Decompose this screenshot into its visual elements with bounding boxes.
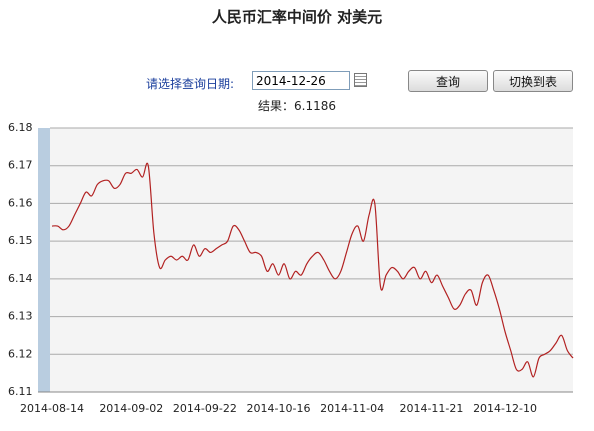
x-tick-label: 2014-12-10 xyxy=(473,402,537,415)
calendar-icon[interactable] xyxy=(354,73,367,87)
result-label: 结果： xyxy=(258,99,295,113)
x-tick-label: 2014-11-04 xyxy=(320,402,384,415)
date-label: 请选择查询日期: xyxy=(146,77,235,91)
axis-band xyxy=(38,128,50,392)
y-tick-label: 6.18 xyxy=(8,121,33,134)
y-tick-label: 6.14 xyxy=(8,272,33,285)
y-tick-label: 6.12 xyxy=(8,347,33,360)
query-button[interactable]: 查询 xyxy=(408,70,488,92)
y-tick-label: 6.11 xyxy=(8,385,33,398)
y-tick-label: 6.13 xyxy=(8,310,33,323)
plot-area xyxy=(50,128,573,392)
x-tick-label: 2014-09-22 xyxy=(173,402,237,415)
x-tick-label: 2014-10-16 xyxy=(247,402,311,415)
page-title: 人民币汇率中间价 对美元 xyxy=(211,8,383,26)
date-input[interactable]: 2014-12-26 xyxy=(252,71,350,90)
result: 结果：6.1186 xyxy=(258,97,336,114)
x-tick-label: 2014-09-02 xyxy=(99,402,163,415)
y-tick-label: 6.17 xyxy=(8,159,33,172)
x-tick-label: 2014-08-14 xyxy=(20,402,84,415)
x-tick-label: 2014-11-21 xyxy=(399,402,463,415)
line xyxy=(51,162,574,378)
y-tick-label: 6.15 xyxy=(8,234,33,247)
result-value: 6.1186 xyxy=(294,99,337,113)
y-tick-label: 6.16 xyxy=(8,196,33,209)
switch-button[interactable]: 切换到表 xyxy=(493,70,573,92)
